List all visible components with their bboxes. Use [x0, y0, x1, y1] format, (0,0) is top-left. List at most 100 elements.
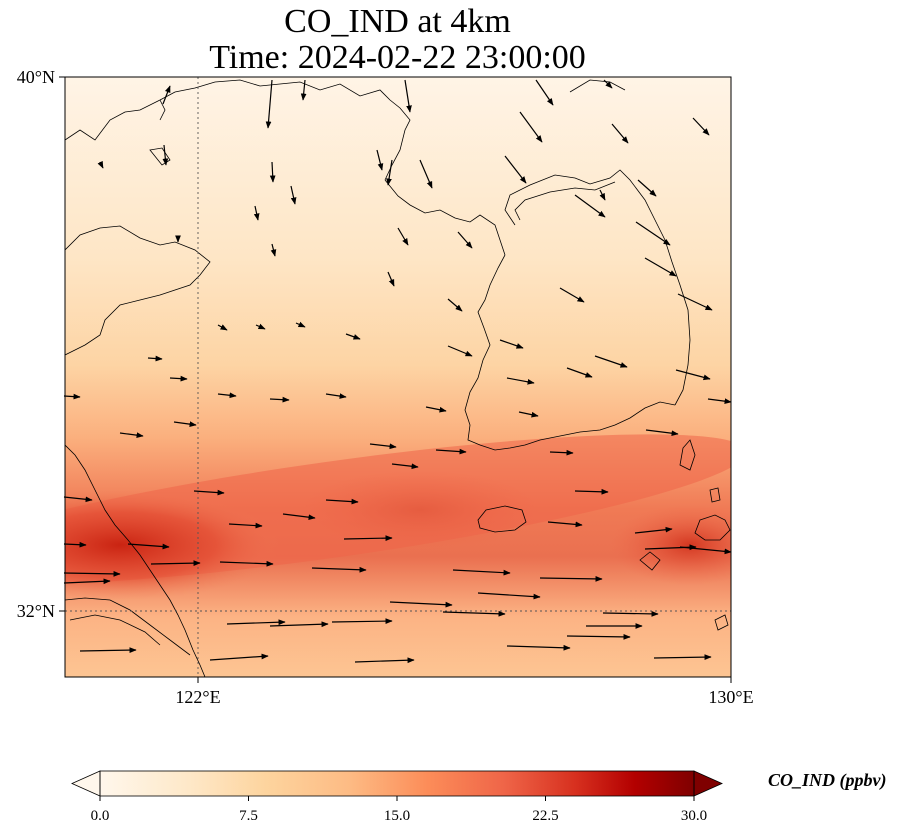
figure-subtitle-time: Time: 2024-02-22 23:00:00	[209, 39, 586, 76]
colorbar-tick-label: 30.0	[681, 808, 707, 824]
lat-tick-label: 32°N	[17, 601, 55, 621]
wind-arrow	[447, 298, 463, 312]
wind-arrow	[504, 155, 527, 184]
wind-arrow	[119, 432, 144, 439]
wind-arrow	[637, 179, 657, 197]
wind-arrow	[425, 406, 447, 413]
colorbar-tick-label: 0.0	[91, 808, 110, 824]
wind-arrow	[611, 123, 629, 144]
gridlines	[65, 77, 731, 677]
wind-arrow	[506, 644, 571, 651]
wind-arrow	[354, 657, 415, 664]
wind-arrow	[653, 654, 712, 660]
longitude-ticks: 122°E 130°E	[175, 677, 754, 707]
wind-arrow	[594, 355, 628, 368]
wind-arrow	[535, 79, 554, 106]
wind-arrow	[602, 611, 659, 617]
wind-arrow	[645, 429, 679, 437]
wind-arrow	[397, 227, 409, 246]
colorbar-tick-label: 15.0	[384, 808, 410, 824]
wind-arrow	[219, 560, 274, 567]
wind-arrow	[226, 619, 286, 626]
wind-arrow	[442, 610, 506, 617]
wind-arrow	[391, 463, 419, 470]
wind-arrow	[447, 345, 473, 357]
wind-arrow	[269, 621, 329, 628]
wind-arrow	[574, 488, 609, 495]
wind-arrow	[127, 543, 170, 550]
wind-arrow	[282, 513, 316, 521]
colorbar-extend-min	[71, 770, 101, 797]
wind-arrow	[325, 393, 347, 399]
wind-arrow	[147, 355, 163, 362]
lon-tick-label: 130°E	[708, 687, 753, 707]
wind-arrow	[311, 566, 367, 573]
colorbar-ticks: 0.0 7.5 15.0 22.5 30.0	[91, 796, 707, 824]
colorbar: 0.0 7.5 15.0 22.5 30.0	[71, 770, 723, 824]
wind-arrow	[386, 159, 393, 186]
wind-arrow	[63, 541, 87, 548]
colorbar-tick-label: 7.5	[239, 808, 258, 824]
colorbar-label: CO_IND (ppbv)	[768, 770, 887, 790]
latitude-ticks: 40°N 32°N	[17, 67, 65, 621]
wind-arrow	[97, 160, 104, 169]
wind-arrow	[518, 411, 539, 418]
wind-arrow	[547, 521, 583, 528]
wind-arrow	[162, 144, 169, 166]
wind-arrow	[707, 398, 732, 405]
wind-arrow	[63, 571, 121, 577]
lon-tick-label: 122°E	[175, 687, 220, 707]
wind-arrow	[63, 496, 93, 503]
wind-arrow	[452, 569, 511, 576]
wind-arrow	[519, 111, 543, 143]
wind-arrow	[295, 321, 306, 328]
wind-arrow	[265, 79, 273, 129]
wind-arrow	[79, 647, 137, 653]
wind-arrow	[675, 369, 711, 381]
wind-arrow	[499, 339, 524, 349]
wind-arrow	[387, 271, 395, 287]
wind-arrow	[634, 526, 673, 534]
wind-arrow	[228, 522, 263, 529]
wind-arrow	[679, 546, 732, 555]
wind-arrow	[376, 149, 384, 171]
wind-arrow	[193, 489, 225, 496]
wind-arrow	[345, 333, 361, 340]
wind-arrow	[404, 79, 412, 113]
wind-arrow	[559, 287, 585, 303]
wind-arrow	[599, 189, 606, 201]
wind-arrow	[435, 448, 467, 455]
coastlines	[65, 79, 731, 677]
wind-arrow	[253, 205, 260, 221]
wind-arrow	[539, 576, 603, 582]
wind-arrow	[269, 161, 276, 183]
wind-arrow	[290, 185, 297, 205]
wind-arrow	[162, 85, 171, 105]
wind-arrow	[419, 159, 433, 189]
map-frame	[64, 76, 732, 678]
wind-arrow	[169, 375, 188, 382]
wind-arrow	[506, 377, 535, 385]
wind-arrow	[331, 618, 393, 624]
wind-arrow	[255, 323, 266, 330]
wind-arrow	[270, 243, 277, 257]
wind-vectors	[63, 79, 732, 664]
wind-arrow	[566, 367, 593, 378]
wind-arrow	[343, 535, 393, 542]
wind-arrow	[369, 443, 397, 450]
figure-title: CO_IND at 4km	[284, 3, 511, 40]
colorbar-tick-label: 22.5	[532, 808, 558, 824]
wind-arrow	[173, 421, 197, 427]
wind-arrow	[217, 392, 237, 399]
wind-arrow	[549, 449, 574, 456]
wind-arrow	[217, 324, 228, 331]
wind-arrow	[63, 578, 111, 585]
wind-arrow	[63, 393, 81, 400]
wind-arrow	[325, 498, 359, 505]
lat-tick-label: 40°N	[17, 67, 55, 87]
wind-arrow	[477, 592, 541, 600]
wind-arrow	[209, 653, 269, 661]
wind-arrow	[635, 221, 671, 246]
colorbar-extend-max	[693, 770, 723, 797]
